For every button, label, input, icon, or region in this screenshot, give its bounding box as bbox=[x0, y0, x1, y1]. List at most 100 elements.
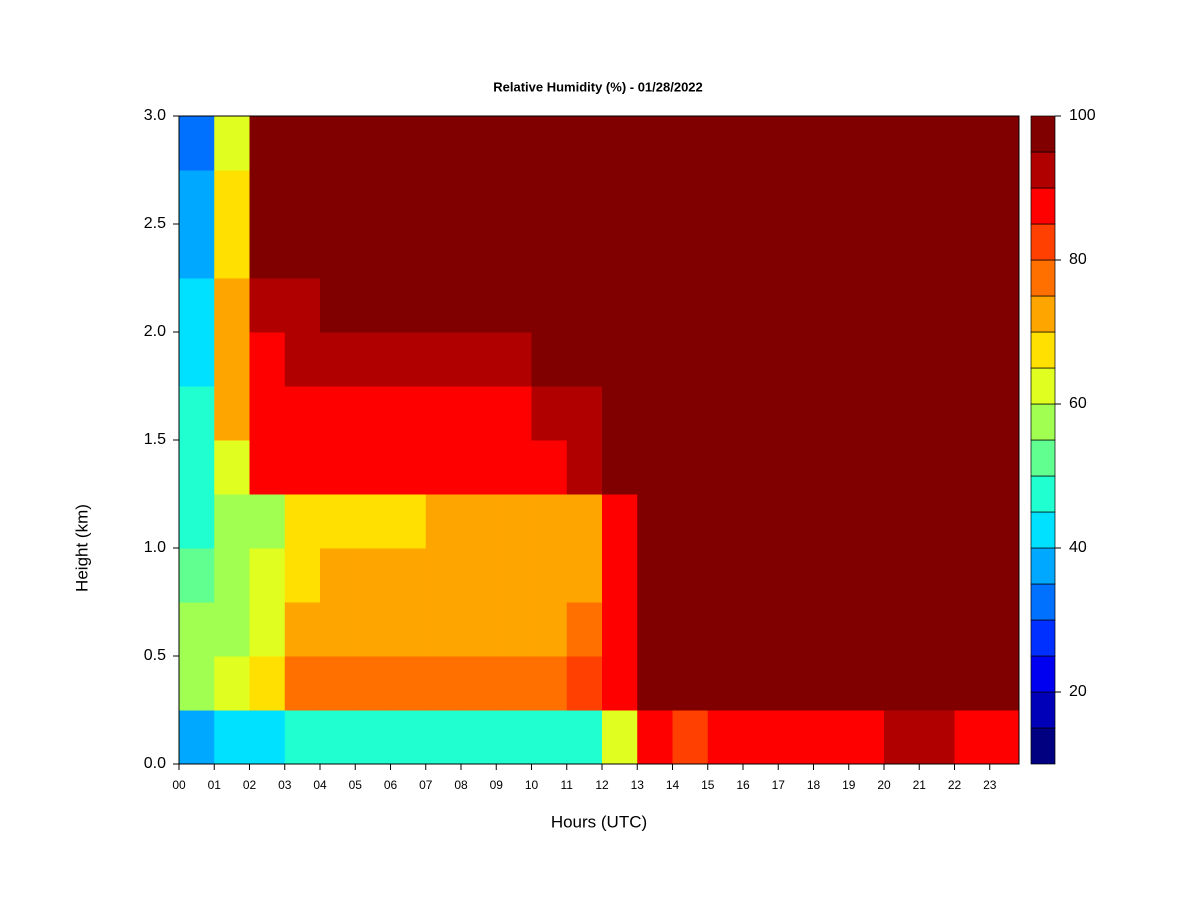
heatmap-cell bbox=[919, 494, 955, 549]
heatmap-cell bbox=[284, 656, 321, 711]
heatmap-cell bbox=[707, 116, 744, 171]
colorbar-band bbox=[1030, 403, 1056, 441]
heatmap-cell bbox=[319, 386, 356, 441]
heatmap-cell bbox=[355, 116, 391, 171]
heatmap-cell bbox=[707, 440, 744, 495]
heatmap-cell bbox=[672, 710, 709, 765]
x-tick-label: 18 bbox=[807, 778, 821, 792]
heatmap-cell bbox=[813, 656, 850, 711]
colorbar-band bbox=[1030, 295, 1056, 333]
heatmap-cell bbox=[566, 278, 603, 333]
heatmap-cell bbox=[672, 116, 709, 171]
x-tick-label: 15 bbox=[701, 778, 715, 792]
heatmap-cell bbox=[989, 116, 1020, 171]
x-tick-label: 16 bbox=[736, 778, 750, 792]
heatmap bbox=[179, 116, 1020, 765]
heatmap-cell bbox=[848, 170, 885, 225]
heatmap-cell bbox=[707, 170, 744, 225]
heatmap-cell bbox=[249, 224, 286, 279]
heatmap-cell bbox=[672, 656, 709, 711]
heatmap-cell bbox=[672, 602, 709, 657]
heatmap-cell bbox=[707, 494, 744, 549]
heatmap-cell bbox=[214, 386, 250, 441]
heatmap-cell bbox=[848, 224, 885, 279]
heatmap-cell bbox=[954, 224, 991, 279]
heatmap-cell bbox=[919, 386, 955, 441]
heatmap-cell bbox=[742, 116, 779, 171]
heatmap-cell bbox=[742, 548, 779, 603]
colorbar-band bbox=[1030, 475, 1056, 513]
heatmap-cell bbox=[637, 332, 673, 387]
heatmap-cell bbox=[425, 386, 462, 441]
heatmap-cell bbox=[742, 386, 779, 441]
heatmap-cell bbox=[637, 440, 673, 495]
heatmap-cell bbox=[531, 224, 568, 279]
heatmap-cell bbox=[637, 278, 673, 333]
heatmap-cell bbox=[390, 656, 427, 711]
heatmap-cell bbox=[601, 116, 638, 171]
heatmap-cell bbox=[601, 278, 638, 333]
heatmap-cell bbox=[249, 602, 286, 657]
x-axis-label: Hours (UTC) bbox=[551, 812, 647, 831]
heatmap-cell bbox=[813, 710, 850, 765]
heatmap-cell bbox=[566, 170, 603, 225]
heatmap-cell bbox=[919, 656, 955, 711]
heatmap-cell bbox=[214, 170, 250, 225]
heatmap-cell bbox=[989, 440, 1020, 495]
heatmap-cell bbox=[742, 278, 779, 333]
heatmap-cell bbox=[637, 224, 673, 279]
heatmap-cell bbox=[249, 278, 286, 333]
heatmap-cell bbox=[778, 278, 814, 333]
heatmap-cell bbox=[531, 332, 568, 387]
heatmap-cell bbox=[179, 170, 215, 225]
x-tick-label: 12 bbox=[595, 778, 609, 792]
heatmap-cell bbox=[989, 656, 1020, 711]
heatmap-cell bbox=[813, 548, 850, 603]
heatmap-cell bbox=[496, 170, 532, 225]
heatmap-cell bbox=[460, 170, 497, 225]
heatmap-cell bbox=[919, 224, 955, 279]
heatmap-cell bbox=[601, 386, 638, 441]
colorbar-tick-label: 20 bbox=[1069, 683, 1087, 700]
heatmap-cell bbox=[179, 278, 215, 333]
heatmap-cell bbox=[637, 494, 673, 549]
heatmap-cell bbox=[566, 116, 603, 171]
heatmap-cell bbox=[566, 656, 603, 711]
heatmap-cell bbox=[954, 440, 991, 495]
colorbar-band bbox=[1030, 727, 1056, 765]
heatmap-cell bbox=[425, 332, 462, 387]
heatmap-cell bbox=[778, 224, 814, 279]
heatmap-cell bbox=[813, 278, 850, 333]
heatmap-cell bbox=[813, 170, 850, 225]
colorbar-band bbox=[1030, 187, 1056, 225]
heatmap-cell bbox=[425, 224, 462, 279]
heatmap-cell bbox=[601, 656, 638, 711]
heatmap-cell bbox=[214, 602, 250, 657]
x-tick-label: 22 bbox=[948, 778, 962, 792]
heatmap-cell bbox=[566, 602, 603, 657]
heatmap-cell bbox=[390, 494, 427, 549]
heatmap-cell bbox=[742, 170, 779, 225]
heatmap-cell bbox=[496, 278, 532, 333]
heatmap-cell bbox=[460, 386, 497, 441]
heatmap-cell bbox=[778, 116, 814, 171]
heatmap-cell bbox=[425, 278, 462, 333]
x-tick-label: 11 bbox=[561, 778, 574, 792]
heatmap-cell bbox=[355, 386, 391, 441]
heatmap-cell bbox=[954, 116, 991, 171]
heatmap-cell bbox=[179, 224, 215, 279]
heatmap-cell bbox=[531, 710, 568, 765]
heatmap-cell bbox=[355, 494, 391, 549]
colorbar-band bbox=[1030, 259, 1056, 297]
heatmap-cell bbox=[707, 548, 744, 603]
heatmap-cell bbox=[637, 116, 673, 171]
heatmap-cell bbox=[989, 278, 1020, 333]
heatmap-cell bbox=[919, 332, 955, 387]
heatmap-cell bbox=[989, 224, 1020, 279]
heatmap-cell bbox=[531, 440, 568, 495]
heatmap-cell bbox=[179, 602, 215, 657]
colorbar-band bbox=[1030, 511, 1056, 549]
heatmap-cell bbox=[637, 548, 673, 603]
heatmap-cell bbox=[954, 332, 991, 387]
heatmap-cell bbox=[778, 494, 814, 549]
